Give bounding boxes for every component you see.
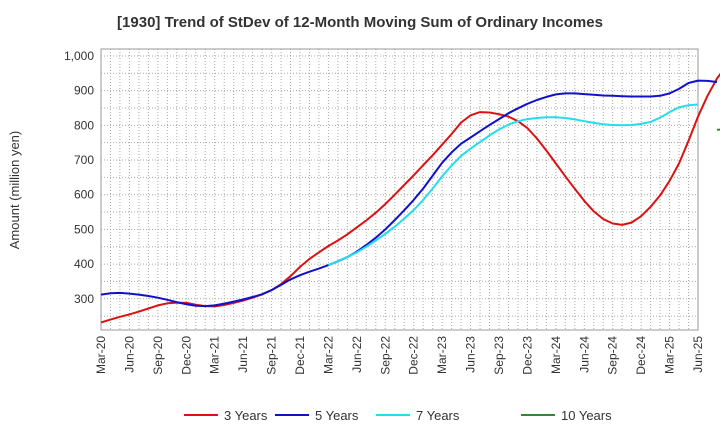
- x-tick-label: Sep-22: [378, 336, 392, 375]
- x-tick-label: Mar-22: [321, 336, 335, 374]
- y-tick-label: 600: [74, 188, 94, 202]
- x-axis-tick-labels: Mar-20 Jun-20 Sep-20 Dec-20 Mar-21 Jun-21 Sep-…: [94, 336, 705, 375]
- x-tick-label: Sep-21: [265, 336, 279, 375]
- x-tick-label: Mar-25: [663, 336, 677, 374]
- x-tick-label: Dec-22: [407, 336, 421, 375]
- x-tick-label: Mar-21: [208, 336, 222, 374]
- x-tick-label: Jun-24: [577, 336, 591, 373]
- legend: 3 Years 5 Years 7 Years 10 Years: [184, 408, 612, 423]
- series-line-2: [100, 79, 718, 308]
- x-tick-label: Mar-23: [435, 336, 449, 374]
- x-tick-label: Jun-21: [236, 336, 250, 373]
- x-tick-label: Mar-20: [94, 336, 108, 374]
- x-tick-label: Jun-22: [350, 336, 364, 373]
- series-line-3: [328, 103, 699, 267]
- x-tick-label: Jun-23: [464, 336, 478, 373]
- plot-frame: [100, 48, 699, 331]
- x-tick-label: Dec-24: [634, 336, 648, 375]
- y-axis-tick-labels: 300 400 500 600 700 800 900 1,000: [64, 49, 94, 306]
- legend-label: 10 Years: [561, 408, 612, 423]
- legend-label: 5 Years: [315, 408, 359, 423]
- x-tick-label: Sep-20: [151, 336, 165, 375]
- y-tick-label: 700: [74, 153, 94, 167]
- x-tick-label: Sep-23: [492, 336, 506, 375]
- legend-label: 3 Years: [224, 408, 268, 423]
- series-lines: [100, 72, 720, 324]
- x-tick-label: Sep-24: [606, 336, 620, 375]
- x-tick-label: Dec-23: [520, 336, 534, 375]
- y-tick-label: 400: [74, 257, 94, 271]
- y-tick-label: 800: [74, 118, 94, 132]
- x-tick-label: Mar-24: [549, 336, 563, 374]
- y-tick-label: 900: [74, 84, 94, 98]
- chart-title: [1930] Trend of StDev of 12-Month Moving…: [117, 14, 603, 31]
- horizontal-gridlines: [101, 55, 698, 317]
- y-tick-label: 500: [74, 222, 94, 236]
- x-tick-label: Dec-20: [179, 336, 193, 375]
- y-tick-label: 300: [74, 292, 94, 306]
- legend-label: 7 Years: [416, 408, 460, 423]
- x-tick-label: Dec-21: [293, 336, 307, 375]
- x-tick-label: Jun-20: [122, 336, 136, 373]
- vertical-gridlines: [109, 49, 690, 330]
- y-axis-label: Amount (million yen): [7, 131, 22, 250]
- series-line-4: [716, 128, 720, 131]
- x-tick-label: Jun-25: [691, 336, 705, 373]
- y-tick-label: 1,000: [64, 49, 94, 63]
